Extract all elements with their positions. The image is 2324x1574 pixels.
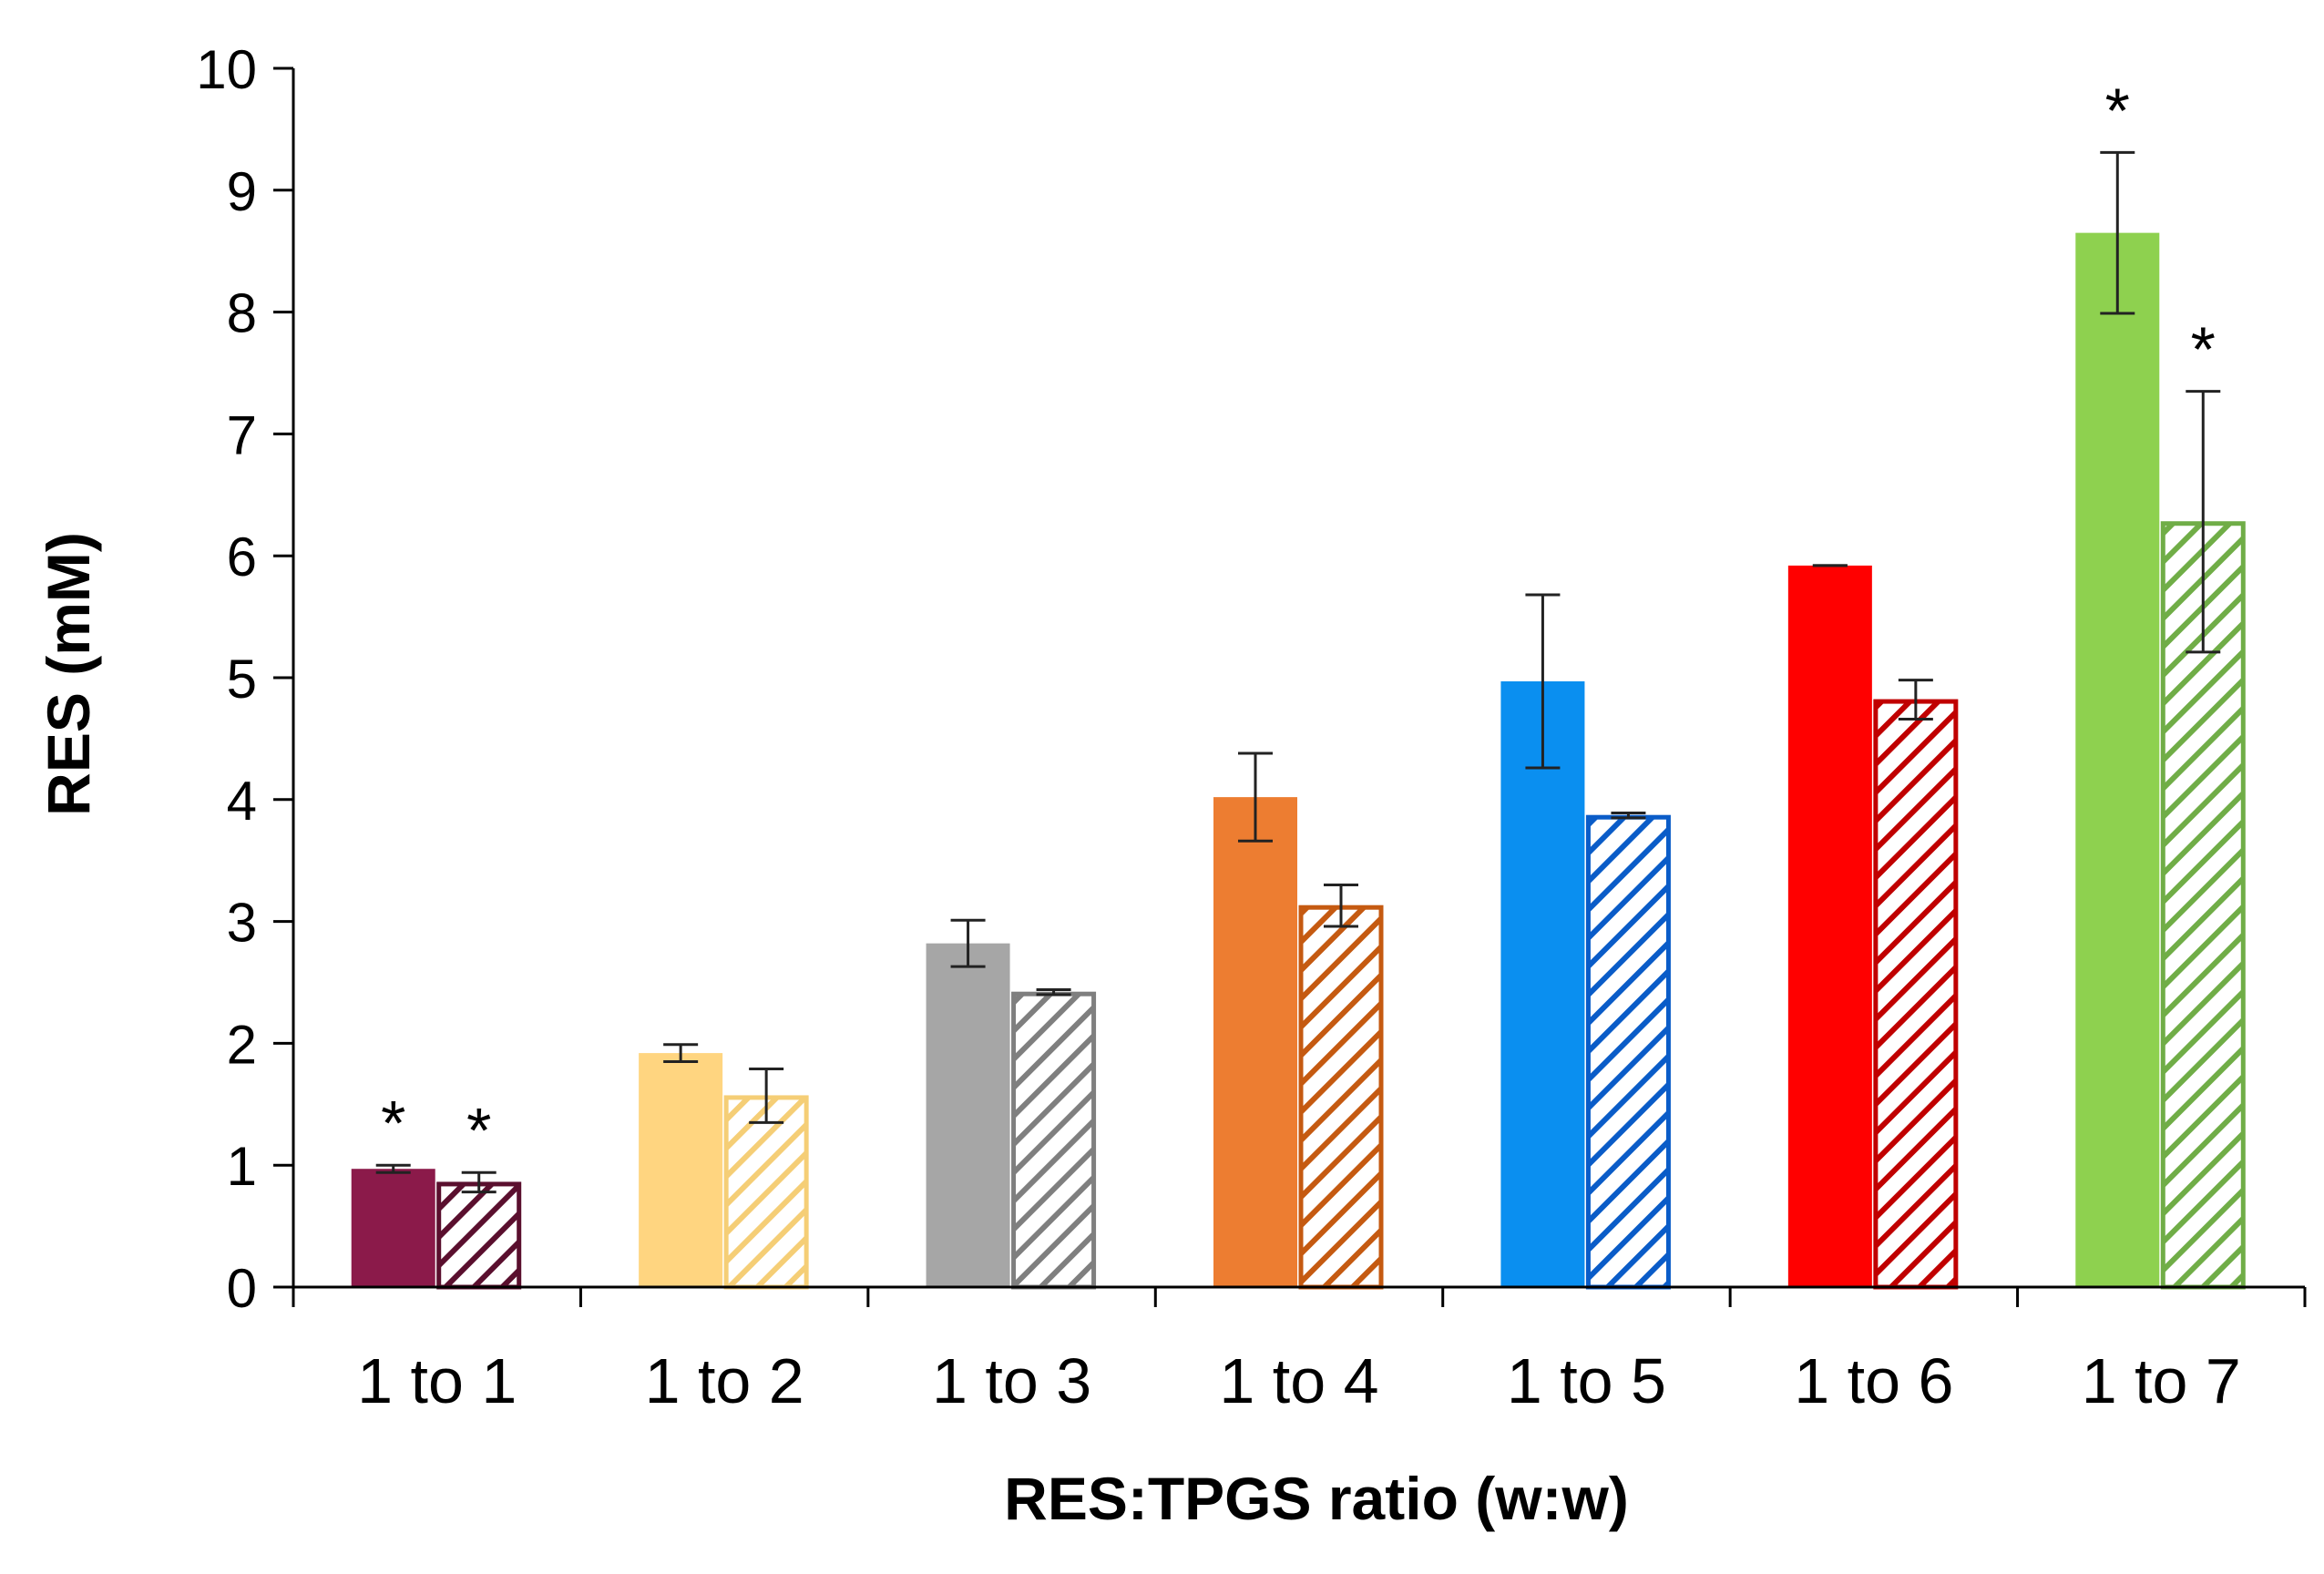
x-tick-label: 1 to 4 xyxy=(1219,1345,1378,1416)
y-tick-label: 6 xyxy=(227,526,257,588)
bar-solid-4 xyxy=(1213,797,1297,1287)
significance-star: * xyxy=(381,1088,405,1159)
axes: 0 1 2 3 4 5 6 7 8 9 10 1 to 1 1 to 2 1 to 3 1 to 4 1 to… xyxy=(196,39,2307,1416)
bar-solid-3 xyxy=(926,943,1010,1287)
bar-solid-5 xyxy=(1500,681,1585,1287)
x-axis-title: RES:TPGS ratio (w:w) xyxy=(1004,1465,1629,1532)
bar-hatched-3 xyxy=(1011,991,1097,1290)
y-axis-title: RES (mM) xyxy=(35,532,102,816)
error-bars: * * * * xyxy=(375,75,2221,1194)
y-tick-label: 10 xyxy=(196,39,257,100)
bar-hatched-5 xyxy=(1585,814,1671,1290)
y-tick-label: 5 xyxy=(227,649,257,710)
y-tick-label: 3 xyxy=(227,893,257,954)
bar-hatched-1 xyxy=(436,1181,522,1290)
x-tick-label: 1 to 2 xyxy=(645,1345,804,1416)
significance-star: * xyxy=(2105,75,2130,146)
y-tick-label: 9 xyxy=(227,161,257,222)
bar-solid-7 xyxy=(2075,232,2160,1287)
y-tick-label: 4 xyxy=(227,771,257,832)
significance-star: * xyxy=(466,1095,491,1166)
x-tick-label: 1 to 3 xyxy=(932,1345,1091,1416)
x-tick-label: 1 to 7 xyxy=(2082,1345,2241,1416)
bar-solid-6 xyxy=(1787,565,1872,1287)
y-tick-label: 8 xyxy=(227,283,257,344)
bar-hatched-2 xyxy=(723,1095,809,1290)
significance-star: * xyxy=(2191,314,2216,385)
bar-solid-1 xyxy=(351,1169,435,1287)
x-tick-label: 1 to 6 xyxy=(1794,1345,1953,1416)
y-tick-label: 1 xyxy=(227,1136,257,1197)
x-tick-label: 1 to 5 xyxy=(1507,1345,1666,1416)
x-tick-label: 1 to 1 xyxy=(357,1345,517,1416)
y-tick-label: 7 xyxy=(227,404,257,465)
y-tick-label: 2 xyxy=(227,1014,257,1075)
bars xyxy=(351,232,2246,1290)
bar-solid-2 xyxy=(639,1053,723,1287)
bar-hatched-4 xyxy=(1298,905,1384,1290)
y-tick-label: 0 xyxy=(227,1258,257,1319)
bar-hatched-6 xyxy=(1873,699,1959,1290)
